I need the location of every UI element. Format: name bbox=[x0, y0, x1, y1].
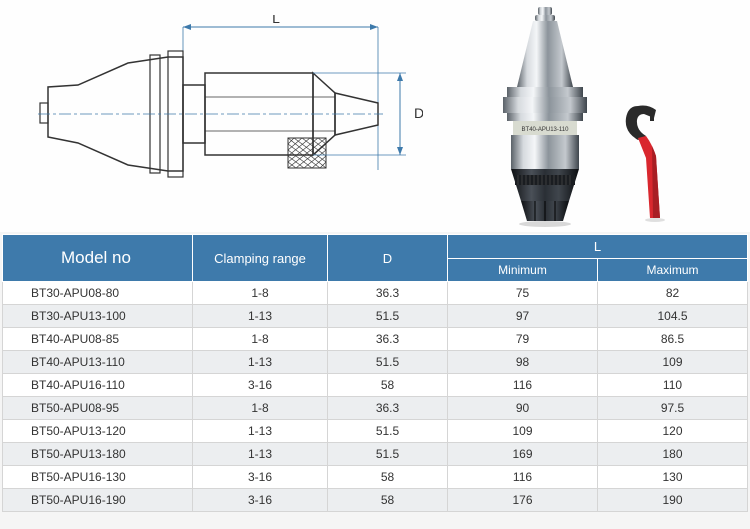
cell-d: 51.5 bbox=[328, 420, 448, 443]
col-clamping: Clamping range bbox=[193, 235, 328, 282]
cell-d: 51.5 bbox=[328, 351, 448, 374]
technical-diagram: L bbox=[38, 15, 423, 205]
cell-clamp: 3-16 bbox=[193, 489, 328, 512]
cell-model: BT40-APU08-85 bbox=[3, 328, 193, 351]
cell-max: 82 bbox=[598, 282, 748, 305]
cell-max: 97.5 bbox=[598, 397, 748, 420]
cell-min: 116 bbox=[448, 374, 598, 397]
table-row: BT50-APU16-1903-1658176190 bbox=[3, 489, 748, 512]
top-area: L bbox=[0, 0, 750, 232]
cell-min: 79 bbox=[448, 328, 598, 351]
cell-model: BT50-APU08-95 bbox=[3, 397, 193, 420]
cell-max: 104.5 bbox=[598, 305, 748, 328]
cell-model: BT50-APU16-130 bbox=[3, 466, 193, 489]
product-label: BT40-APU13-110 bbox=[522, 127, 570, 133]
cell-min: 116 bbox=[448, 466, 598, 489]
col-min: Minimum bbox=[448, 259, 598, 282]
cell-d: 58 bbox=[328, 374, 448, 397]
spec-table-wrap: Model no Clamping range D L Minimum Maxi… bbox=[2, 234, 748, 512]
cell-min: 90 bbox=[448, 397, 598, 420]
product-photo: BT40-APU13-110 bbox=[445, 5, 645, 227]
cell-d: 51.5 bbox=[328, 443, 448, 466]
dim-d-label: D bbox=[414, 105, 423, 121]
cell-d: 36.3 bbox=[328, 397, 448, 420]
cell-d: 58 bbox=[328, 489, 448, 512]
cell-model: BT30-APU13-100 bbox=[3, 305, 193, 328]
cell-model: BT50-APU13-120 bbox=[3, 420, 193, 443]
cell-max: 190 bbox=[598, 489, 748, 512]
cell-clamp: 1-13 bbox=[193, 305, 328, 328]
cell-max: 180 bbox=[598, 443, 748, 466]
cell-model: BT30-APU08-80 bbox=[3, 282, 193, 305]
table-row: BT50-APU13-1801-1351.5169180 bbox=[3, 443, 748, 466]
cell-model: BT50-APU13-180 bbox=[3, 443, 193, 466]
cell-max: 109 bbox=[598, 351, 748, 374]
cell-max: 110 bbox=[598, 374, 748, 397]
table-row: BT40-APU13-1101-1351.598109 bbox=[3, 351, 748, 374]
cell-clamp: 1-13 bbox=[193, 420, 328, 443]
dim-l-label: L bbox=[272, 15, 280, 26]
cell-d: 36.3 bbox=[328, 328, 448, 351]
spec-table: Model no Clamping range D L Minimum Maxi… bbox=[2, 234, 748, 512]
cell-min: 75 bbox=[448, 282, 598, 305]
cell-clamp: 3-16 bbox=[193, 466, 328, 489]
cell-max: 130 bbox=[598, 466, 748, 489]
cell-min: 169 bbox=[448, 443, 598, 466]
table-row: BT50-APU13-1201-1351.5109120 bbox=[3, 420, 748, 443]
col-d: D bbox=[328, 235, 448, 282]
table-row: BT30-APU08-801-836.37582 bbox=[3, 282, 748, 305]
cell-min: 109 bbox=[448, 420, 598, 443]
cell-d: 51.5 bbox=[328, 305, 448, 328]
table-row: BT50-APU16-1303-1658116130 bbox=[3, 466, 748, 489]
cell-min: 176 bbox=[448, 489, 598, 512]
table-row: BT40-APU08-851-836.37986.5 bbox=[3, 328, 748, 351]
cell-clamp: 1-13 bbox=[193, 443, 328, 466]
spec-table-body: BT30-APU08-801-836.37582BT30-APU13-1001-… bbox=[3, 282, 748, 512]
cell-clamp: 1-8 bbox=[193, 328, 328, 351]
cell-min: 97 bbox=[448, 305, 598, 328]
cell-d: 58 bbox=[328, 466, 448, 489]
cell-max: 86.5 bbox=[598, 328, 748, 351]
col-max: Maximum bbox=[598, 259, 748, 282]
hook-wrench bbox=[620, 100, 680, 222]
table-row: BT30-APU13-1001-1351.597104.5 bbox=[3, 305, 748, 328]
cell-model: BT50-APU16-190 bbox=[3, 489, 193, 512]
col-model: Model no bbox=[3, 235, 193, 282]
cell-clamp: 1-8 bbox=[193, 397, 328, 420]
cell-min: 98 bbox=[448, 351, 598, 374]
cell-clamp: 3-16 bbox=[193, 374, 328, 397]
cell-model: BT40-APU16-110 bbox=[3, 374, 193, 397]
cell-max: 120 bbox=[598, 420, 748, 443]
table-row: BT40-APU16-1103-1658116110 bbox=[3, 374, 748, 397]
col-l: L bbox=[448, 235, 748, 259]
cell-clamp: 1-13 bbox=[193, 351, 328, 374]
cell-d: 36.3 bbox=[328, 282, 448, 305]
cell-clamp: 1-8 bbox=[193, 282, 328, 305]
table-row: BT50-APU08-951-836.39097.5 bbox=[3, 397, 748, 420]
cell-model: BT40-APU13-110 bbox=[3, 351, 193, 374]
